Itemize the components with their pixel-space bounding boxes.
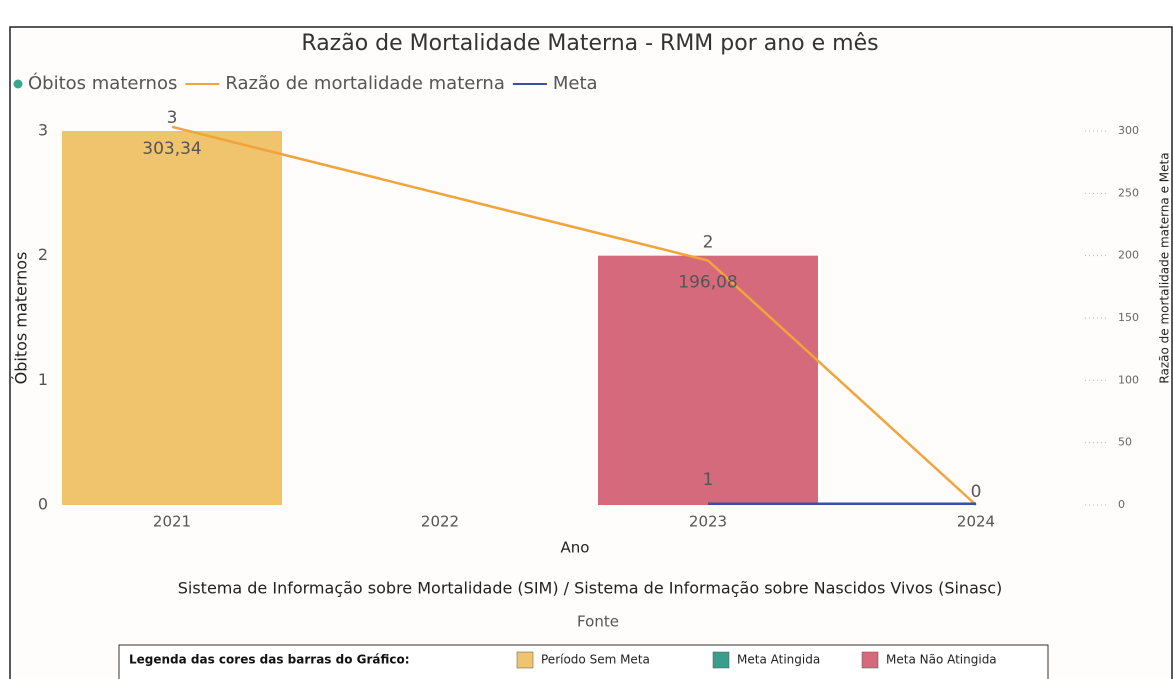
legend-label: Óbitos maternos [28, 72, 177, 94]
source-label: Fonte [577, 613, 619, 631]
x-tick-label: 2022 [421, 513, 459, 531]
bar-legend-label: Meta Atingida [737, 653, 820, 667]
line-value-label: 303,34 [142, 139, 201, 159]
source: Sistema de Informação sobre Mortalidade … [178, 579, 1003, 598]
legend-label: Razão de mortalidade materna [225, 73, 505, 94]
bar-value-label: 0 [971, 482, 982, 502]
bar-legend-label: Meta Não Atingida [886, 653, 997, 667]
x-tick-label: 2023 [689, 513, 727, 531]
line-value-label: 1 [703, 470, 714, 490]
bar-legend-label: Período Sem Meta [541, 653, 650, 667]
y2-tick-label: 50 [1118, 436, 1132, 449]
bar-legend-swatch [861, 651, 879, 669]
legend-label: Meta [553, 73, 598, 94]
bar [62, 131, 282, 505]
bar-legend-swatch [712, 651, 730, 669]
y2-axis-title: Razão de mortalidade materna e Meta [1158, 152, 1172, 383]
y-tick-label: 3 [38, 121, 48, 140]
y-axis-title: Óbitos maternos [12, 252, 31, 385]
y2-tick-label: 100 [1118, 373, 1139, 386]
bar-value-label: 3 [167, 108, 178, 128]
y2-tick-label: 200 [1118, 249, 1139, 262]
chart-title: Razão de Mortalidade Materna - RMM por a… [301, 31, 878, 56]
bar-legend-box [118, 644, 1049, 679]
bar-legend-swatch [516, 651, 534, 669]
line [171, 125, 977, 506]
line-value-label: 196,08 [678, 273, 737, 293]
legend-swatch [13, 79, 23, 89]
y-tick-label: 2 [38, 245, 48, 264]
y2-tick-label: 150 [1118, 311, 1139, 324]
x-tick-label: 2024 [957, 513, 995, 531]
y-tick-label: 0 [38, 495, 48, 514]
y2-tick-label: 300 [1118, 124, 1139, 137]
bar-legend-title: Legenda das cores das barras do Gráfico: [129, 653, 410, 667]
bar [598, 255, 818, 505]
y2-tick-label: 250 [1118, 186, 1139, 199]
y-tick-label: 1 [38, 370, 48, 389]
x-tick-label: 2021 [153, 513, 191, 531]
x-axis-title: Ano [561, 539, 590, 557]
y2-tick-label: 0 [1118, 498, 1125, 511]
bar-value-label: 2 [703, 233, 714, 253]
